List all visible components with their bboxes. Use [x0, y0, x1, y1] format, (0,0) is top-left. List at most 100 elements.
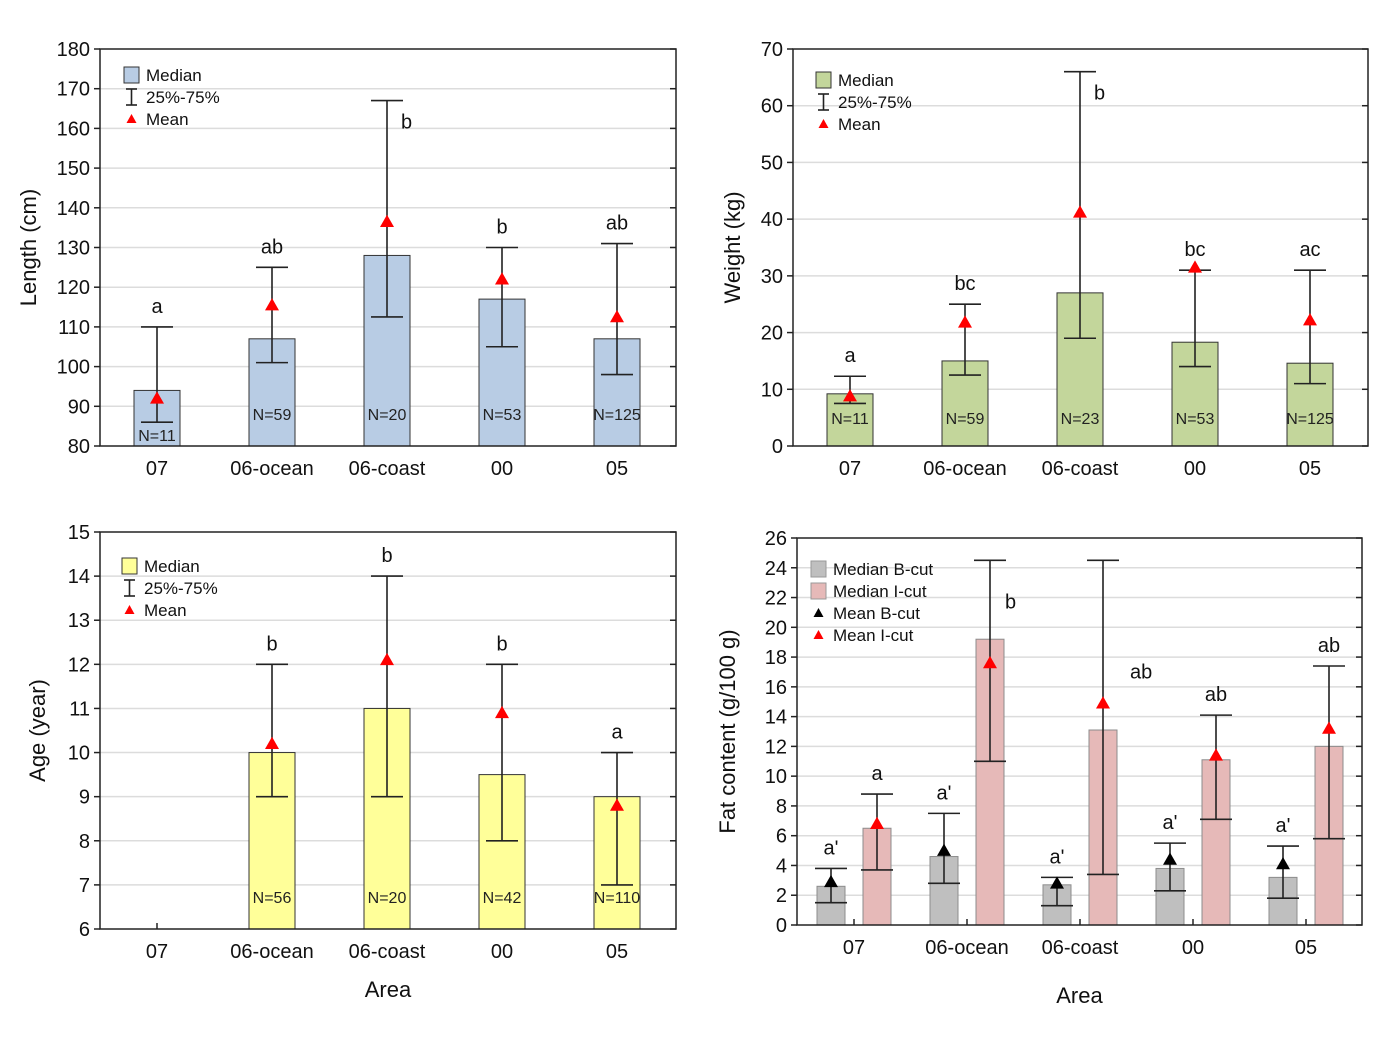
- legend-label: 25%-75%: [838, 93, 912, 112]
- significance-letter: b: [266, 633, 277, 655]
- legend-label: Median: [144, 557, 200, 576]
- iqr-error-bar: [371, 99, 403, 318]
- sample-size-label: N=20: [368, 407, 407, 424]
- mean-marker: [1209, 748, 1223, 761]
- iqr-error-bar: [1294, 269, 1326, 385]
- legend-swatch: [121, 557, 138, 575]
- significance-letter: b: [1005, 591, 1016, 613]
- legend-item: Median B-cut: [810, 560, 933, 579]
- legend-item: 25%-75%: [124, 579, 218, 598]
- y-tick-label: 180: [57, 39, 90, 61]
- legend: Median 25%-75% Mean: [815, 71, 912, 134]
- y-tick-label: 10: [761, 379, 783, 401]
- y-tick-label: 170: [57, 79, 90, 101]
- legend-item: Median: [123, 66, 202, 85]
- iqr-error-bar: [1154, 842, 1186, 892]
- iqr-error-bar: [601, 242, 633, 376]
- x-tick-label: 07: [146, 458, 168, 480]
- y-tick-label: 0: [772, 436, 783, 458]
- iqr-error-bar: [1313, 665, 1345, 840]
- sample-size-label: N=59: [253, 407, 292, 424]
- x-tick-label: 06-coast: [349, 458, 426, 480]
- y-axis-title: Fat content (g/100 g): [715, 629, 740, 833]
- y-tick-label: 16: [765, 677, 787, 699]
- legend-label: Median I-cut: [833, 582, 927, 601]
- iqr-error-bar: [601, 751, 633, 886]
- legend-triangle-icon: [126, 114, 137, 123]
- iqr-error-bar: [1064, 70, 1096, 340]
- y-tick-label: 24: [765, 558, 787, 580]
- significance-letter: b: [496, 633, 507, 655]
- significance-letter: b: [496, 217, 507, 239]
- legend-swatch: [810, 560, 827, 578]
- median-bar: [1155, 867, 1185, 926]
- x-tick-label: 00: [491, 458, 513, 480]
- y-tick-label: 160: [57, 118, 90, 140]
- y-tick-label: 40: [761, 209, 783, 231]
- legend-label: Mean B-cut: [833, 604, 920, 623]
- y-tick-label: 12: [68, 654, 90, 676]
- sample-size-label: N=23: [1061, 411, 1100, 428]
- mean-marker: [958, 315, 972, 328]
- mean-marker: [495, 705, 509, 719]
- sample-size-label: N=125: [593, 407, 641, 424]
- legend: Median 25%-75% Mean: [123, 66, 220, 129]
- significance-letter: a: [151, 296, 163, 318]
- x-axis-title: Area: [1056, 983, 1103, 1008]
- legend-item: Mean B-cut: [813, 604, 920, 623]
- x-tick-label: 06-coast: [349, 941, 426, 963]
- significance-letter: a': [937, 782, 952, 804]
- x-tick-label: 07: [839, 458, 861, 480]
- legend-item: Median: [121, 557, 200, 576]
- y-tick-label: 150: [57, 158, 90, 180]
- x-tick-label: 06-ocean: [925, 937, 1008, 959]
- mean-marker: [265, 736, 279, 749]
- legend-item: Mean: [818, 115, 881, 134]
- x-tick-label: 06-ocean: [923, 458, 1006, 480]
- y-tick-label: 100: [57, 357, 90, 379]
- x-tick-label: 06-coast: [1042, 458, 1119, 480]
- legend-item: Mean: [126, 110, 189, 129]
- significance-letter: a': [1050, 846, 1065, 868]
- mean-marker: [983, 656, 997, 669]
- mean-marker: [265, 298, 279, 311]
- iqr-error-bar: [1200, 714, 1232, 821]
- x-tick-label: 05: [606, 458, 628, 480]
- plot-frame: [99, 48, 677, 447]
- mean-marker: [150, 391, 164, 404]
- mean-marker: [1050, 876, 1064, 889]
- x-tick-label: 07: [843, 937, 865, 959]
- y-tick-label: 90: [68, 396, 90, 418]
- legend-item: 25%-75%: [126, 88, 220, 107]
- significance-letter: b: [401, 112, 412, 134]
- significance-letter: a: [871, 763, 883, 785]
- y-tick-label: 2: [776, 885, 787, 907]
- y-tick-label: 6: [79, 919, 90, 941]
- y-tick-label: 4: [776, 855, 787, 877]
- plot-frame: [99, 531, 677, 930]
- y-tick-label: 8: [79, 831, 90, 853]
- x-tick-label: 05: [606, 941, 628, 963]
- legend: Median 25%-75% Mean: [121, 557, 218, 620]
- y-tick-label: 9: [79, 787, 90, 809]
- significance-letter: a': [1276, 815, 1291, 837]
- legend-swatch: [810, 582, 827, 600]
- y-tick-label: 14: [68, 566, 90, 588]
- legend-item: Mean I-cut: [813, 626, 914, 645]
- legend-triangle-icon: [124, 605, 135, 614]
- sample-size-label: N=125: [1286, 411, 1334, 428]
- legend-label: Median: [838, 71, 894, 90]
- significance-letter: ab: [1318, 635, 1340, 657]
- y-tick-label: 110: [58, 317, 90, 339]
- legend-label: 25%-75%: [144, 579, 218, 598]
- y-axis-title: Age (year): [25, 679, 50, 782]
- plot-frame: [796, 537, 1363, 926]
- significance-letter: ab: [261, 236, 283, 258]
- significance-letter: b: [381, 545, 392, 567]
- sample-size-label: N=59: [946, 411, 985, 428]
- y-tick-label: 70: [761, 39, 783, 61]
- legend-triangle-icon: [818, 119, 829, 128]
- y-tick-label: 11: [69, 698, 90, 720]
- x-tick-label: 07: [146, 941, 168, 963]
